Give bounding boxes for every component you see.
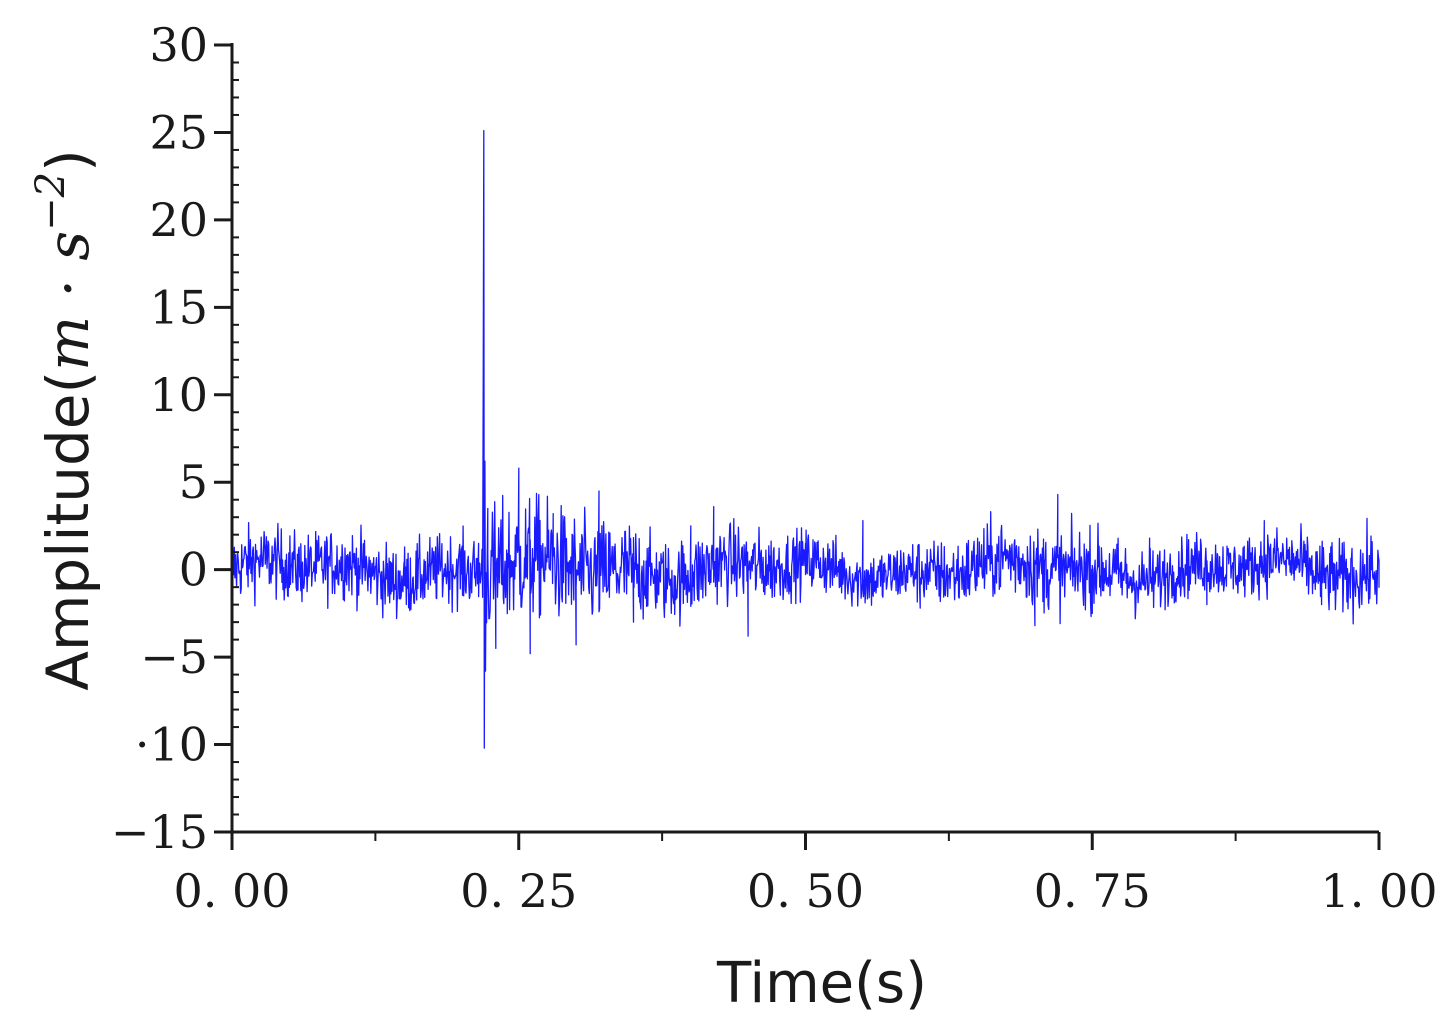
- y-axis-title-exponent: −2: [28, 172, 74, 231]
- x-tick-label: 0. 50: [747, 864, 864, 918]
- y-axis-title-prefix: Amplitude(: [34, 371, 102, 691]
- x-tick-label: 0. 25: [460, 864, 577, 918]
- y-axis-title-unit-m: m: [34, 316, 102, 371]
- y-tick-label: −15: [111, 805, 208, 859]
- y-tick-label: 30: [149, 18, 208, 72]
- x-tick-label: 0. 00: [173, 864, 290, 918]
- y-tick-label: 20: [149, 193, 208, 247]
- x-tick-label: 0. 75: [1034, 864, 1151, 918]
- signal-series-line: [231, 130, 1380, 749]
- x-axis-ticks: 0. 00 0. 25 0. 50 0. 75 1. 00: [173, 832, 1438, 918]
- y-axis-title-dot: ·: [34, 261, 102, 316]
- plot-area: [231, 130, 1380, 749]
- y-tick-label: 5: [179, 455, 208, 509]
- y-axis-title-suffix: ): [34, 149, 102, 172]
- y-tick-label: −5: [140, 630, 208, 684]
- x-axis-title: Time(s): [716, 951, 927, 1016]
- y-tick-label: 10: [149, 368, 208, 422]
- y-tick-label: 0: [179, 543, 208, 597]
- x-tick-label: 1. 00: [1320, 864, 1437, 918]
- y-tick-label: 25: [149, 105, 208, 159]
- y-axis-ticks: 30 25 20 15 10 5 0 −5 ·10 −15: [111, 18, 239, 859]
- y-tick-label: ·10: [135, 718, 208, 772]
- y-axis-title-unit-s: s: [34, 231, 102, 261]
- y-tick-label: 15: [149, 280, 208, 334]
- y-axis-title: Amplitude(m · s−2): [28, 149, 102, 691]
